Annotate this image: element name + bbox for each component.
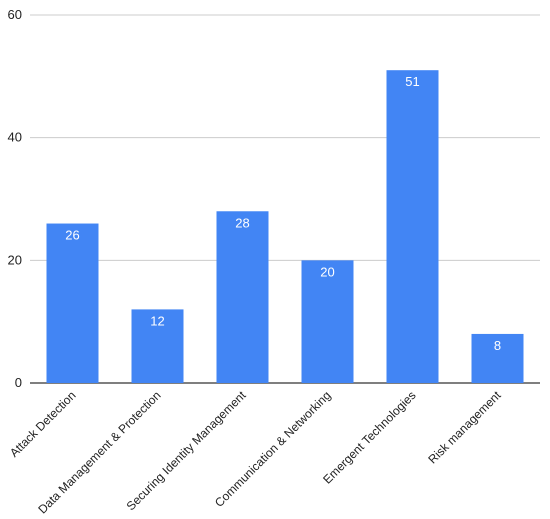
bar	[131, 309, 184, 383]
bar	[216, 211, 269, 383]
data-label: 26	[65, 228, 79, 243]
data-label: 51	[405, 74, 419, 89]
bars	[46, 70, 524, 383]
data-labels: 26 12 28 20 51 8	[65, 74, 501, 353]
data-label: 12	[150, 313, 164, 328]
x-tick-label: Emergent Technologies	[320, 388, 418, 486]
x-tick-label: Risk management	[425, 388, 504, 467]
data-label: 20	[320, 264, 334, 279]
bar	[471, 333, 524, 383]
gridlines	[30, 14, 540, 384]
bar	[301, 260, 354, 383]
data-label: 28	[235, 215, 249, 230]
data-label: 8	[494, 338, 501, 353]
x-tick-label: Attack Detection	[7, 388, 79, 460]
bar	[386, 70, 439, 383]
y-tick-label: 0	[15, 375, 22, 390]
y-tick-label: 60	[8, 7, 22, 22]
y-tick-label: 40	[8, 130, 22, 145]
y-axis: 0 20 40 60	[8, 7, 22, 390]
y-tick-label: 20	[8, 252, 22, 267]
bar	[46, 223, 99, 383]
